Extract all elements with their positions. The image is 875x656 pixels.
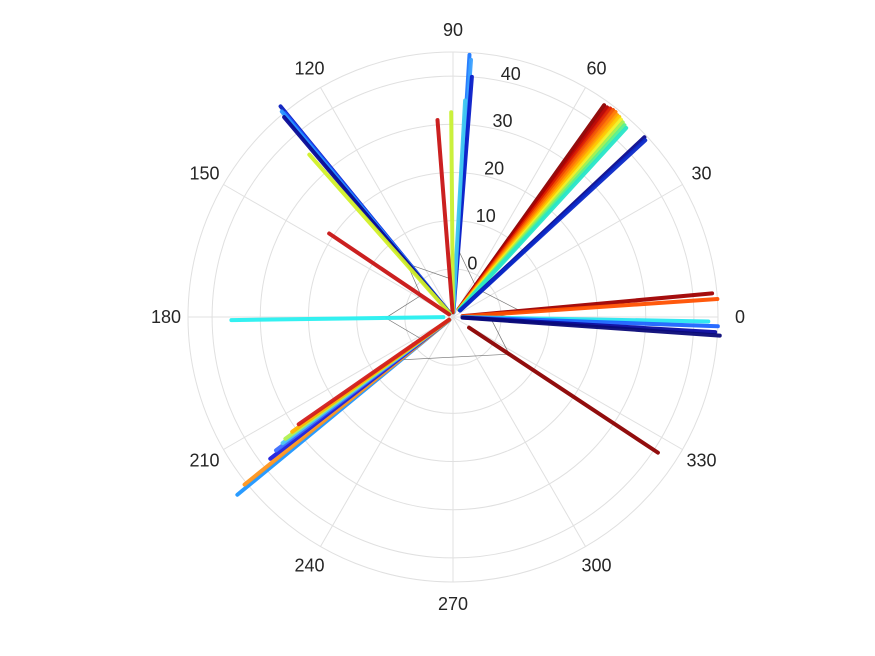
data-ray-4 xyxy=(449,110,455,315)
data-ray-24 xyxy=(460,315,722,338)
data-ray-32 xyxy=(229,315,446,323)
theta-grid-spoke-330 xyxy=(452,316,683,450)
data-ray-40 xyxy=(296,317,452,427)
theta-grid-spoke-300 xyxy=(452,316,586,547)
r-tick-label-10: 10 xyxy=(476,206,496,226)
theta-grid-spoke-150 xyxy=(223,184,454,318)
theta-tick-label-120: 120 xyxy=(294,59,324,79)
tick-labels: 0 30 60 90 120 150 180 210 240 270 300 330 0 10 20 30 40 xyxy=(151,20,745,614)
data-ray-30 xyxy=(307,152,452,316)
r-tick-label-20: 20 xyxy=(484,159,504,179)
theta-tick-label-150: 150 xyxy=(189,164,219,184)
theta-grid-spoke-30 xyxy=(452,184,683,318)
r-tick-label-0: 0 xyxy=(467,254,477,274)
theta-tick-label-300: 300 xyxy=(581,556,611,576)
r-tick-label-30: 30 xyxy=(493,111,513,131)
theta-grid-spoke-210 xyxy=(223,316,454,450)
theta-tick-label-60: 60 xyxy=(586,59,606,79)
data-ray-5 xyxy=(435,118,455,315)
theta-tick-label-330: 330 xyxy=(686,451,716,471)
data-ray-20 xyxy=(460,296,720,319)
r-tick-label-40: 40 xyxy=(501,64,521,84)
data-rays xyxy=(229,52,722,497)
theta-tick-label-0: 0 xyxy=(735,307,745,327)
data-ray-16 xyxy=(457,126,629,312)
data-ray-18 xyxy=(458,138,648,313)
theta-tick-label-180: 180 xyxy=(151,307,181,327)
data-ray-25 xyxy=(467,325,660,455)
theta-tick-label-90: 90 xyxy=(443,20,463,40)
theta-tick-label-30: 30 xyxy=(691,164,711,184)
theta-grid-spoke-240 xyxy=(320,316,454,547)
theta-tick-label-210: 210 xyxy=(189,451,219,471)
theta-tick-label-240: 240 xyxy=(294,556,324,576)
data-ray-3 xyxy=(451,98,468,315)
theta-tick-label-270: 270 xyxy=(438,594,468,614)
theta-grid-spoke-120 xyxy=(320,87,454,318)
theta-grid-spoke-60 xyxy=(452,87,586,318)
data-ray-31 xyxy=(327,231,452,317)
